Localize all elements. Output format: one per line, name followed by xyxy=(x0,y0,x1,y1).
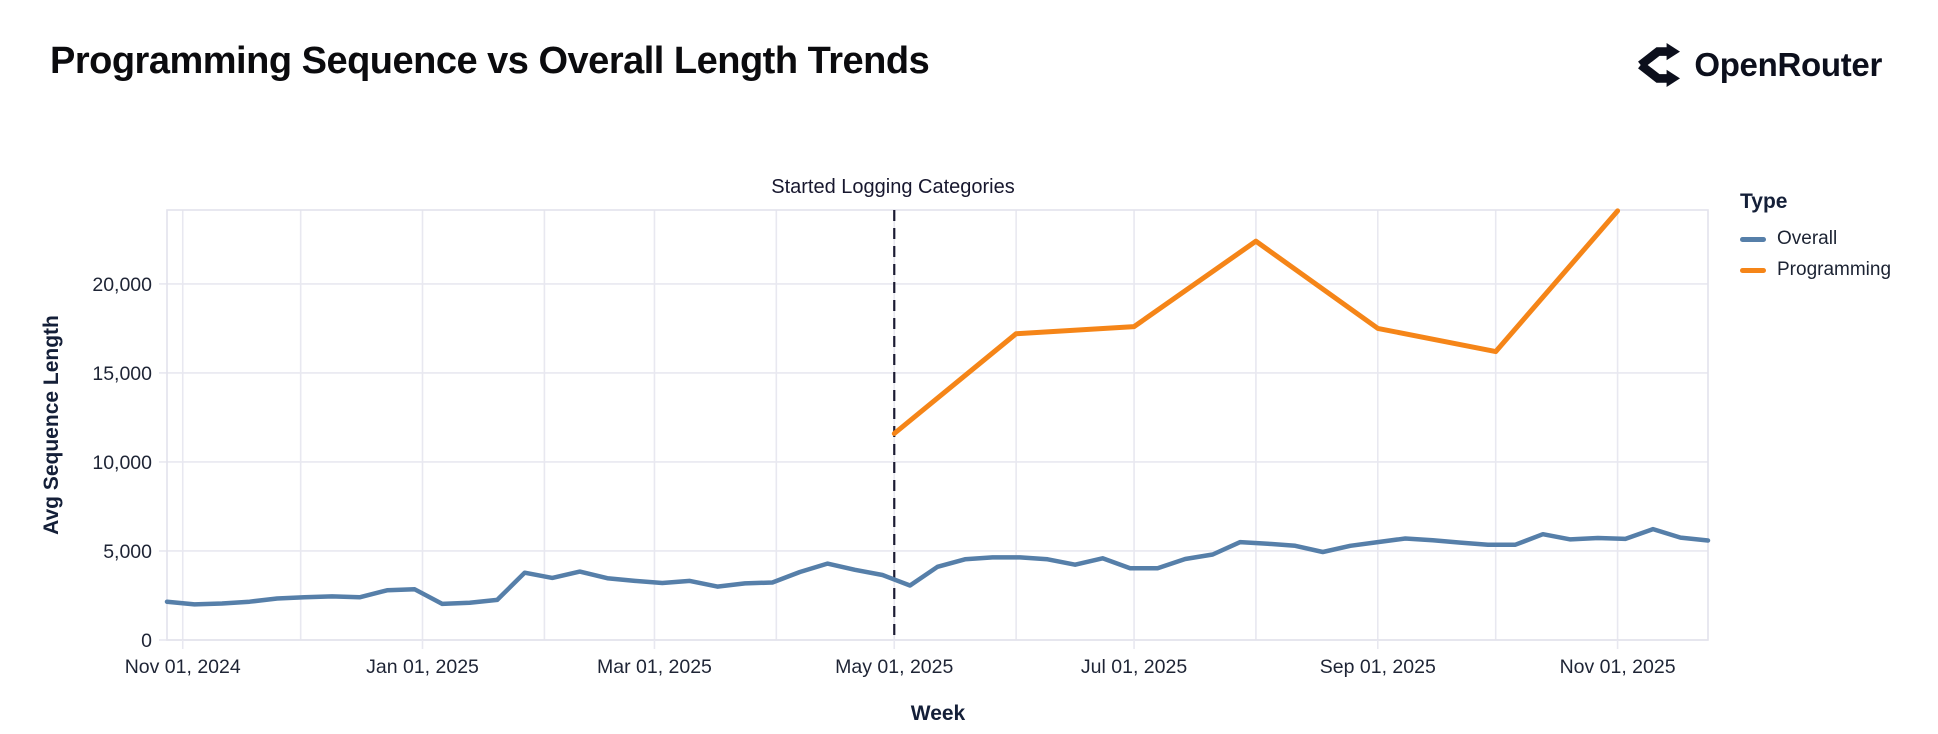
x-tick-label: Mar 01, 2025 xyxy=(597,656,712,678)
y-tick-label: 0 xyxy=(141,630,152,652)
x-tick-label: Sep 01, 2025 xyxy=(1320,656,1436,678)
brand-name: OpenRouter xyxy=(1694,46,1882,83)
y-tick-label: 10,000 xyxy=(92,452,152,474)
annotation-label: Started Logging Categories xyxy=(771,176,1015,198)
route-split-icon xyxy=(1638,42,1681,88)
x-tick-label: May 01, 2025 xyxy=(835,656,953,678)
y-axis-title: Avg Sequence Length xyxy=(40,315,63,535)
x-tick-label: Jan 01, 2025 xyxy=(366,656,479,678)
x-tick-label: Nov 01, 2024 xyxy=(125,656,241,678)
plot-border xyxy=(166,209,1709,641)
y-tick-label: 5,000 xyxy=(103,541,152,563)
legend-item-programming: Programming xyxy=(1740,259,1891,281)
page-title: Programming Sequence vs Overall Length T… xyxy=(50,40,930,82)
series-line-programming xyxy=(891,208,1621,436)
legend-label-overall: Overall xyxy=(1777,228,1838,249)
legend-item-overall: Overall xyxy=(1740,228,1891,250)
legend-swatch-overall xyxy=(1740,236,1766,242)
legend-label-programming: Programming xyxy=(1777,259,1892,280)
x-axis-title: Week xyxy=(910,702,966,725)
series-line-overall xyxy=(164,526,1711,607)
legend-swatch-programming xyxy=(1740,267,1766,273)
x-tick-label: Jul 01, 2025 xyxy=(1081,656,1187,678)
brand-logo: OpenRouter xyxy=(1634,42,1882,88)
x-tick-label: Nov 01, 2025 xyxy=(1560,656,1676,678)
y-tick-label: 15,000 xyxy=(92,363,152,385)
legend: Type Overall Programming xyxy=(1740,190,1891,290)
legend-title: Type xyxy=(1740,190,1788,213)
y-tick-label: 20,000 xyxy=(92,274,152,296)
